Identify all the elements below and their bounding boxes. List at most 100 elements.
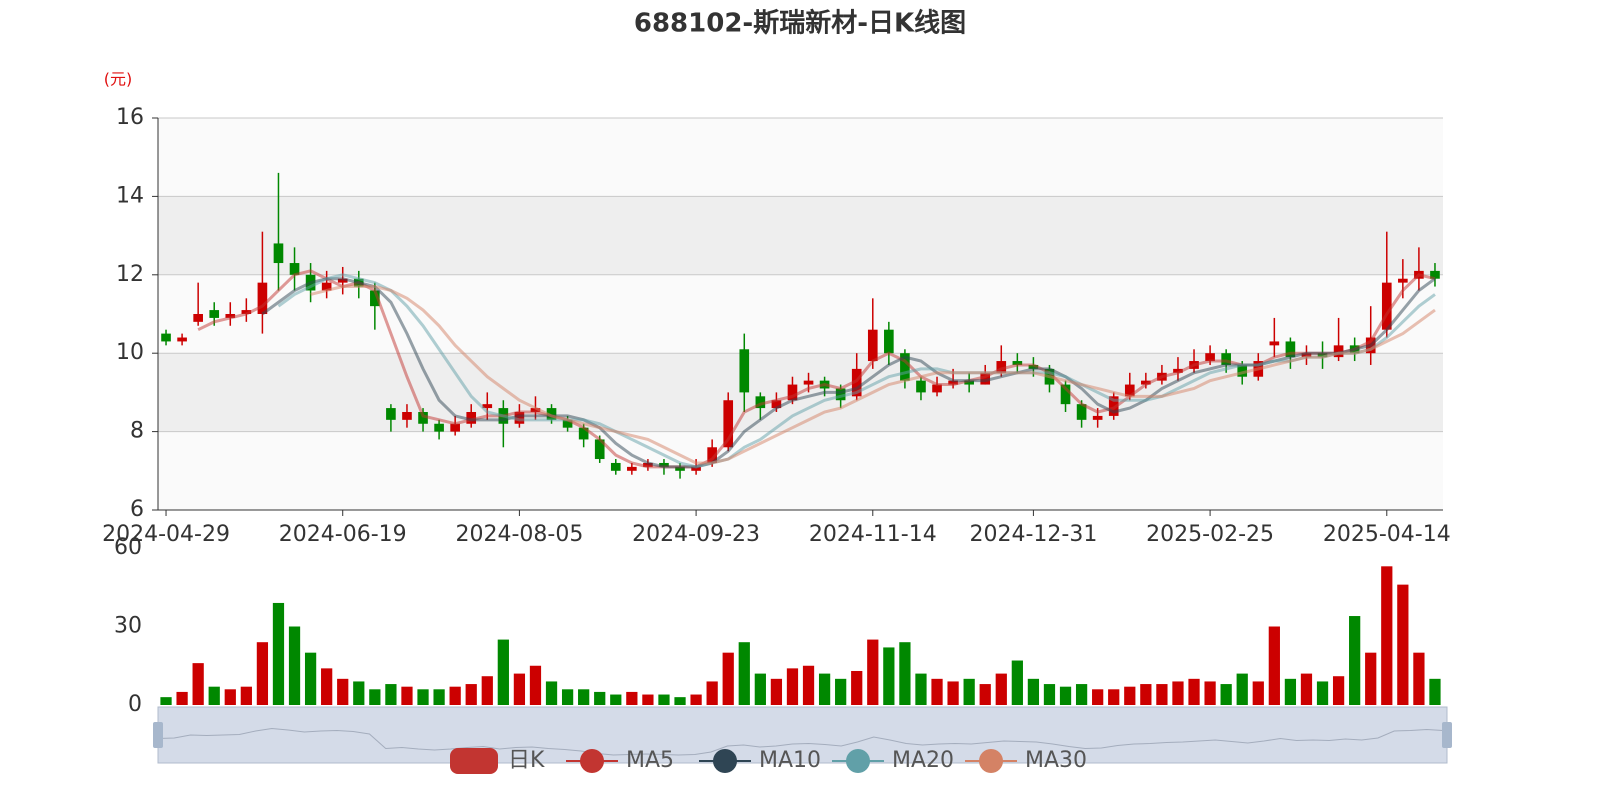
volume-bar bbox=[417, 689, 429, 705]
x-tick-label: 2024-06-19 bbox=[279, 522, 407, 547]
candle-body bbox=[161, 333, 171, 342]
candle-body bbox=[964, 380, 974, 385]
legend-swatch bbox=[580, 749, 604, 773]
candle-body bbox=[1285, 341, 1296, 358]
volume-bar bbox=[963, 678, 975, 705]
chart-title: 688102-斯瑞新材-日K线图 bbox=[634, 8, 966, 39]
volume-bar bbox=[1413, 652, 1425, 705]
ma-line bbox=[197, 269, 1436, 469]
candle-body bbox=[627, 466, 637, 471]
volume-bar bbox=[192, 663, 204, 705]
candle-body bbox=[867, 329, 878, 362]
candle-body bbox=[289, 263, 300, 275]
volume-bar bbox=[1092, 689, 1104, 705]
candle-body bbox=[193, 314, 203, 322]
volume-bar bbox=[1268, 626, 1280, 705]
x-tick-label: 2024-04-29 bbox=[102, 522, 230, 547]
candle-body bbox=[787, 384, 798, 401]
y-tick-label: 12 bbox=[116, 262, 144, 287]
candle-body bbox=[1012, 361, 1023, 365]
y-tick-label: 8 bbox=[130, 419, 144, 444]
candle-body bbox=[1108, 396, 1119, 416]
candle-body bbox=[1205, 353, 1215, 362]
candle-body bbox=[851, 368, 862, 397]
volume-bar bbox=[160, 697, 172, 705]
y-tick-label: 10 bbox=[116, 340, 144, 365]
candle-body bbox=[530, 408, 541, 412]
volume-bar bbox=[1188, 678, 1200, 705]
candle-body bbox=[771, 400, 782, 409]
volume-bar bbox=[610, 694, 622, 705]
x-tick-label: 2024-09-23 bbox=[632, 522, 760, 547]
volume-bar bbox=[1027, 678, 1040, 705]
slider-handle bbox=[1442, 722, 1452, 748]
candle-body bbox=[546, 408, 557, 420]
volume-tick-label: 30 bbox=[114, 614, 142, 639]
volume-bar bbox=[288, 626, 301, 705]
volume-bar bbox=[1140, 684, 1152, 705]
candle-body bbox=[578, 427, 589, 440]
candle-body bbox=[594, 439, 605, 460]
volume-tick-label: 0 bbox=[128, 692, 142, 717]
candle-body bbox=[1141, 380, 1151, 385]
candle-body bbox=[1237, 364, 1248, 377]
volume-bar bbox=[690, 694, 702, 705]
candle-body bbox=[466, 412, 477, 424]
volume-bar bbox=[674, 697, 686, 705]
slider-preview bbox=[157, 727, 1444, 756]
volume-bar bbox=[1332, 676, 1345, 705]
candle-body bbox=[321, 282, 332, 291]
candle-body bbox=[723, 400, 734, 448]
candle-body bbox=[177, 337, 187, 342]
candle-body bbox=[675, 466, 685, 471]
candle-body bbox=[1060, 384, 1071, 405]
candle-body bbox=[418, 412, 428, 424]
grid-band bbox=[158, 431, 1443, 510]
volume-bar bbox=[1236, 673, 1248, 705]
candle-body bbox=[1076, 404, 1087, 420]
candle-body bbox=[1301, 353, 1312, 358]
candle-body bbox=[386, 408, 396, 420]
candle-body bbox=[739, 349, 750, 393]
legend-swatch bbox=[846, 749, 870, 773]
legend-swatch bbox=[979, 749, 1003, 773]
candle-body bbox=[402, 412, 412, 420]
candle-body bbox=[691, 466, 701, 471]
x-tick-label: 2024-12-31 bbox=[969, 522, 1097, 547]
volume-bar bbox=[931, 678, 943, 705]
legend-swatch bbox=[450, 748, 498, 774]
volume-bar bbox=[545, 681, 558, 705]
volume-bar bbox=[1365, 652, 1377, 705]
candle-body bbox=[1173, 368, 1183, 373]
volume-bar bbox=[1349, 616, 1361, 705]
candle-body bbox=[932, 384, 942, 393]
volume-bar bbox=[738, 642, 750, 705]
volume-bar bbox=[1108, 689, 1120, 705]
candle-body bbox=[514, 412, 525, 424]
candle-body bbox=[1381, 282, 1392, 330]
candle-body bbox=[996, 361, 1007, 373]
volume-bar bbox=[1059, 686, 1072, 705]
candle-body bbox=[1269, 341, 1280, 346]
volume-bar bbox=[385, 684, 397, 705]
volume-bar bbox=[835, 678, 847, 705]
legend-label: 日K bbox=[508, 748, 545, 773]
candle-body bbox=[803, 380, 814, 385]
candle-body bbox=[835, 388, 846, 401]
volume-bar bbox=[401, 686, 413, 705]
volume-bar bbox=[321, 668, 333, 705]
volume-bar bbox=[818, 673, 831, 705]
candle-body bbox=[1333, 345, 1344, 358]
volume-bar bbox=[1075, 684, 1088, 705]
candle-body bbox=[241, 310, 252, 314]
volume-bar bbox=[1011, 660, 1023, 705]
volume-bar bbox=[561, 689, 574, 705]
volume-bar bbox=[176, 691, 188, 705]
candle-body bbox=[643, 462, 653, 467]
volume-bar bbox=[594, 691, 606, 705]
volume-bar bbox=[867, 639, 879, 705]
volume-bar bbox=[802, 665, 815, 705]
volume-bar bbox=[1397, 584, 1409, 705]
legend-label: MA5 bbox=[626, 748, 674, 773]
candle-body bbox=[916, 380, 926, 393]
